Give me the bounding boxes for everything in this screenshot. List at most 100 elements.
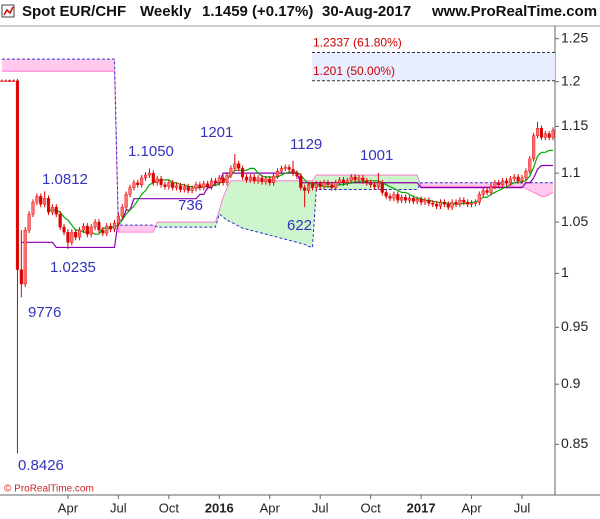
cloud-segment (456, 182, 460, 187)
candle-body (501, 180, 505, 185)
candle-body (202, 183, 206, 188)
cloud-segment (238, 180, 243, 229)
cloud-segment (21, 59, 26, 72)
cloud-segment (168, 222, 173, 228)
candle-body (4, 80, 8, 82)
cloud-segment (525, 182, 530, 191)
candle-body (466, 202, 470, 205)
candle-body (50, 206, 54, 213)
candle-body (299, 175, 303, 188)
cloud-segment (265, 180, 270, 236)
x-tick-label: Oct (361, 500, 382, 515)
candle-body (303, 187, 307, 191)
cloud-segment (304, 180, 309, 247)
candle-body (279, 168, 283, 172)
candle-body (524, 171, 528, 179)
cloud-segment (149, 225, 154, 233)
cloud-segment (463, 182, 468, 187)
cloud-segment (300, 180, 305, 245)
x-tick-label: Jul (312, 500, 329, 515)
cloud-segment (518, 182, 523, 187)
cloud-segment (227, 180, 231, 223)
cloud-segment (273, 180, 278, 238)
annotation: 1201 (200, 124, 233, 141)
candle-body (15, 80, 20, 270)
candle-body (89, 226, 93, 235)
candle-body (493, 182, 497, 187)
candle-body (74, 231, 78, 238)
candle-body (19, 269, 23, 285)
candle-body (233, 163, 237, 169)
candle-body (415, 199, 419, 202)
y-tick-label: 1.15 (561, 117, 588, 133)
candle-body (112, 222, 117, 230)
candle-body (35, 196, 39, 203)
candle-body (163, 184, 167, 187)
annotation: 1.0812 (42, 171, 88, 188)
candle-body (23, 229, 27, 285)
cloud-segment (549, 182, 554, 195)
cloud-segment (533, 182, 538, 195)
candle-body (136, 182, 140, 185)
candle-body (435, 204, 439, 207)
candle-body (528, 158, 532, 172)
icon-line (3, 6, 14, 16)
candle-body (442, 202, 446, 205)
candle-body (31, 202, 35, 215)
y-tick-label: 1.25 (561, 29, 588, 45)
candle-body (143, 174, 148, 179)
candle-body (380, 182, 384, 193)
cloud-segment (250, 180, 255, 232)
candle-body (283, 167, 287, 169)
candle-body (330, 184, 334, 188)
candle-body (167, 182, 171, 187)
cloud-segment (137, 225, 142, 233)
candle-body (43, 198, 47, 205)
cloud-segment (234, 180, 239, 227)
candle-body (109, 225, 113, 230)
cloud-segment (211, 222, 216, 228)
span-b-line (1, 58, 554, 249)
y-tick-label: 1 (561, 264, 569, 280)
cloud-segment (126, 225, 131, 233)
candle-body (209, 180, 214, 187)
candle-body (140, 177, 144, 185)
cloud-segment (9, 59, 14, 72)
cloud-segment (64, 59, 68, 72)
cloud-segment (40, 59, 45, 72)
y-tick-label: 0.9 (561, 375, 581, 391)
candle-body (508, 178, 512, 183)
fib-label: 1.201 (50.00%) (313, 64, 395, 78)
source: www.ProRealTime.com (431, 3, 597, 20)
cloud-segment (467, 182, 472, 187)
y-tick-label: 1.2 (561, 72, 581, 88)
cloud-segment (514, 182, 519, 187)
candle-body (217, 177, 221, 183)
candle-body (39, 196, 43, 205)
cloud-segment (293, 180, 297, 243)
cloud-segment (164, 222, 169, 228)
candle-body (186, 186, 190, 191)
candle-body (341, 179, 346, 183)
candle-body (54, 206, 58, 215)
candle-body (392, 194, 396, 199)
cloud-segment (261, 180, 266, 235)
cloud-segment (487, 182, 491, 187)
candle-body (326, 182, 330, 185)
candle-body (431, 203, 435, 205)
candle-body (411, 198, 415, 202)
candle-body (365, 180, 369, 183)
candle-body (345, 180, 349, 183)
candle-body (256, 177, 260, 182)
candle-body (62, 226, 66, 233)
fib-zone (312, 52, 555, 81)
candle-body (388, 196, 392, 199)
candle-body (539, 128, 543, 138)
cloud-segment (219, 197, 224, 218)
cloud-segment (25, 59, 30, 72)
candle-body (481, 190, 485, 195)
candle-body (225, 174, 229, 183)
candle-body (295, 172, 299, 177)
